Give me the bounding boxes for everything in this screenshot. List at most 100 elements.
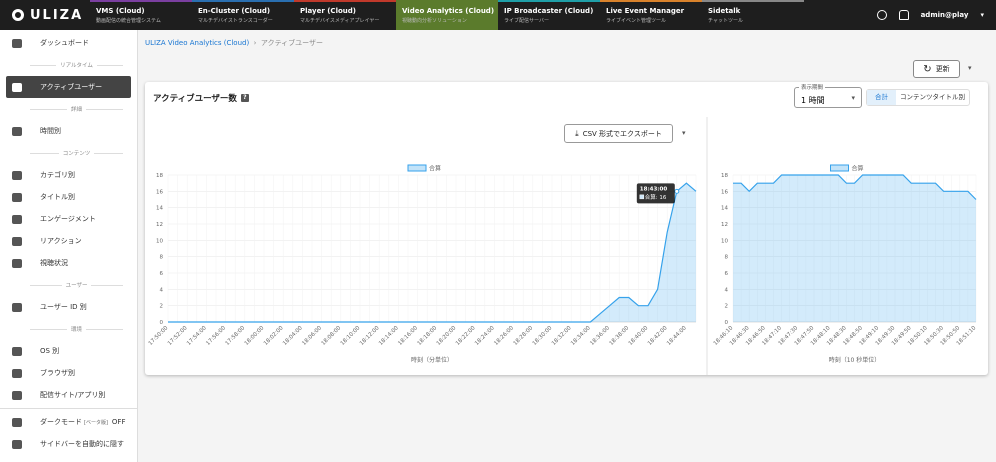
toggle-by-title[interactable]: コンテンツタイトル別: [900, 93, 965, 101]
nav-tab[interactable]: Video Analytics (Cloud) 視聴動向分析ソリューション: [396, 0, 498, 30]
x-axis-title: 時刻（分単位）: [411, 356, 453, 364]
refresh-label: 更新: [935, 65, 950, 73]
area-fill: [168, 183, 696, 322]
y-tick-label: 14: [156, 206, 163, 212]
y-tick-label: 12: [721, 222, 728, 228]
y-tick-label: 2: [160, 304, 164, 310]
y-tick-label: 12: [156, 222, 163, 228]
sidebar-label: ダッシュボード: [40, 39, 89, 47]
sidebar-label: ユーザー ID 別: [40, 303, 87, 311]
nav-tab[interactable]: Sidetalk チャットツール: [702, 0, 804, 30]
bell-icon[interactable]: [898, 10, 909, 20]
sidebar-item[interactable]: サイドバーを自動的に隠す: [6, 433, 132, 455]
download-icon: ⤓: [575, 128, 579, 138]
card-title-text: アクティブユーザー数: [153, 94, 237, 104]
help-badge[interactable]: ?: [240, 94, 249, 102]
sidebar-icon: [12, 346, 22, 356]
nav-tab-name: Live Event Manager: [606, 7, 685, 15]
sidebar-icon: [12, 390, 22, 400]
tooltip-text: 合算: 16: [645, 193, 667, 201]
sidebar-label: アクティブユーザー: [40, 83, 103, 91]
sidebar-icon: [12, 302, 22, 312]
refresh-dropdown[interactable]: ▾: [968, 64, 972, 72]
nav-tab-name: IP Broadcaster (Cloud): [504, 7, 594, 15]
sidebar-item[interactable]: ユーザー ID 別: [6, 296, 131, 318]
sidebar-item[interactable]: 時間別: [6, 120, 131, 142]
nav-tab[interactable]: VMS (Cloud) 動画配信の統合管理システム: [90, 0, 192, 30]
area-fill: [733, 175, 976, 322]
sidebar-icon: [12, 439, 22, 449]
y-tick-label: 8: [160, 255, 164, 261]
nav-tab-sub: 動画配信の統合管理システム: [96, 18, 161, 24]
view-toggle: 合計 コンテンツタイトル別: [866, 89, 970, 106]
nav-tab-name: Video Analytics (Cloud): [402, 7, 495, 15]
nav-tab[interactable]: IP Broadcaster (Cloud) ライブ配信サーバー: [498, 0, 600, 30]
sidebar-icon: [12, 170, 22, 180]
sidebar-item[interactable]: 配信サイト/アプリ別: [6, 384, 131, 406]
sidebar-item[interactable]: ダッシュボード: [6, 32, 131, 54]
sidebar-item[interactable]: タイトル別: [6, 186, 131, 208]
x-axis-title: 時刻（10 秒単位）: [829, 356, 881, 364]
crumb-current: アクティブユーザー: [260, 39, 324, 47]
y-tick-label: 8: [725, 255, 729, 261]
sidebar-item[interactable]: 視聴状況: [6, 252, 131, 274]
legend-label: 合算: [852, 165, 864, 173]
export-button[interactable]: ⤓ CSV 形式でエクスポート: [564, 124, 673, 143]
nav-tab[interactable]: En-Cluster (Cloud) マルチデバイストランスコーダー: [192, 0, 294, 30]
nav-tab-sub: チャットツール: [708, 18, 743, 24]
nav-right: admin@play ▾: [876, 0, 996, 30]
sidebar-icon: [12, 38, 22, 48]
sidebar-label: OS 別: [40, 347, 60, 355]
y-tick-label: 6: [725, 271, 729, 277]
sidebar-item[interactable]: アクティブユーザー: [6, 76, 131, 98]
y-tick-label: 14: [721, 206, 728, 212]
nav-tab[interactable]: Player (Cloud) マルチデバイスメディアプレイヤー: [294, 0, 396, 30]
user-menu[interactable]: admin@play: [920, 11, 969, 19]
nav-tab-sub: 視聴動向分析ソリューション: [402, 18, 467, 24]
series-line: [168, 182, 697, 323]
tooltip-box: [636, 183, 675, 204]
y-tick-label: 10: [156, 238, 163, 244]
y-tick-label: 0: [725, 320, 729, 326]
sidebar-item[interactable]: エンゲージメント: [6, 208, 131, 230]
crumb-link[interactable]: ULIZA Video Analytics (Cloud): [145, 39, 250, 47]
export-dropdown[interactable]: ▾: [682, 129, 686, 137]
nav-tab[interactable]: Live Event Manager ライブイベント管理ツール: [600, 0, 702, 30]
tooltip-swatch: [639, 194, 645, 200]
sidebar-item[interactable]: カテゴリ別: [6, 164, 131, 186]
y-tick-label: 18: [721, 173, 728, 179]
y-tick-label: 16: [156, 189, 163, 195]
refresh-button[interactable]: ↻ 更新: [913, 60, 960, 78]
sidebar-label: タイトル別: [40, 193, 75, 201]
sidebar-label: 時間別: [40, 127, 61, 135]
tooltip-title: 18:43:00: [640, 186, 668, 192]
sidebar-label: リアクション: [40, 237, 82, 245]
sidebar-icon: [12, 214, 22, 224]
nav-tab-name: VMS (Cloud): [96, 7, 145, 15]
sidebar-label: ダークモード: [40, 418, 82, 426]
export-label: CSV 形式でエクスポート: [582, 129, 662, 138]
sidebar-section: ユーザー: [26, 274, 127, 296]
period-label: 表示期間: [799, 83, 826, 91]
charts: 02468101214161817:50:0017:52:0017:54:001…: [148, 117, 978, 375]
legend-swatch: [407, 164, 427, 172]
legend-swatch: [830, 164, 849, 172]
sidebar-label: 配信サイト/アプリ別: [40, 391, 106, 399]
sidebar-item[interactable]: ブラウザ別: [6, 362, 131, 384]
logo[interactable]: ULIZA: [0, 0, 90, 30]
sidebar-item[interactable]: リアクション: [6, 230, 131, 252]
tabs: VMS (Cloud) 動画配信の統合管理システム En-Cluster (Clou…: [90, 0, 804, 30]
sidebar-label: サイドバーを自動的に隠す: [40, 440, 124, 448]
toggle-total[interactable]: 合計: [867, 90, 896, 105]
sidebar-section: 詳細: [26, 98, 127, 120]
y-tick-label: 10: [721, 238, 728, 244]
help-icon[interactable]: [876, 10, 887, 20]
nav-tab-name: Player (Cloud): [300, 7, 356, 15]
sidebar-icon: [12, 82, 22, 92]
sidebar-item[interactable]: OS 別: [6, 340, 131, 362]
period-select[interactable]: 表示期間 1 時間 ▾: [794, 83, 862, 108]
breadcrumb: ULIZA Video Analytics (Cloud) › アクティブユーザ…: [145, 39, 324, 47]
card-title: アクティブユーザー数?: [153, 92, 249, 104]
sidebar-item[interactable]: ダークモード [ベータ版] OFF: [6, 411, 132, 433]
